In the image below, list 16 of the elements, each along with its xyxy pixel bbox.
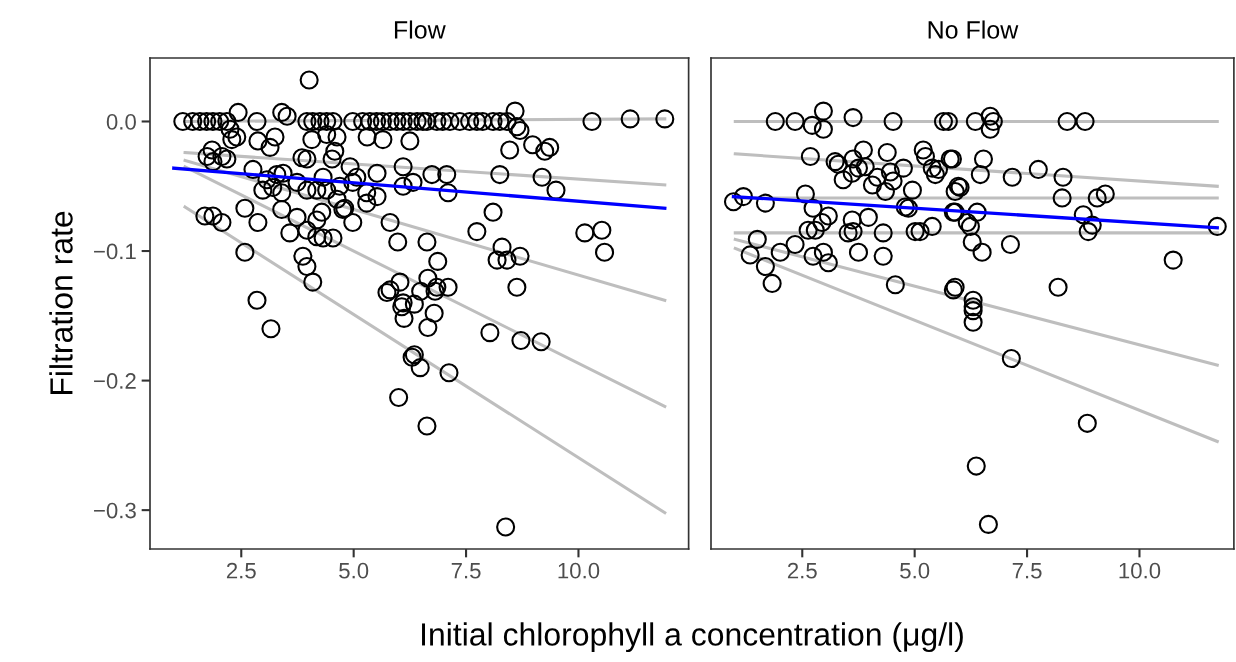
x-tick-label: 7.5 — [1012, 563, 1042, 579]
y-tick-label: −0.3 — [94, 502, 136, 519]
x-tick-label: 2.5 — [226, 562, 256, 579]
y-tick-label: −0.2 — [94, 373, 136, 389]
chart-title: No Flow — [928, 20, 1019, 39]
x-tick-label: 5.0 — [900, 562, 930, 579]
y-tick-label: −0.1 — [94, 243, 136, 260]
x-tick-label: 10.0 — [558, 562, 600, 579]
chart-title: Flow — [394, 20, 446, 39]
x-tick-label: 7.5 — [451, 563, 481, 579]
x-axis-title: Initial chlorophyll a concentration (μg/l) — [422, 622, 963, 653]
y-tick-label: 0.0 — [106, 114, 136, 130]
y-axis-title: Filtration rate — [49, 211, 73, 395]
x-tick-label: 5.0 — [339, 562, 369, 579]
x-tick-label: 10.0 — [1119, 562, 1161, 579]
x-tick-label: 2.5 — [787, 562, 817, 579]
